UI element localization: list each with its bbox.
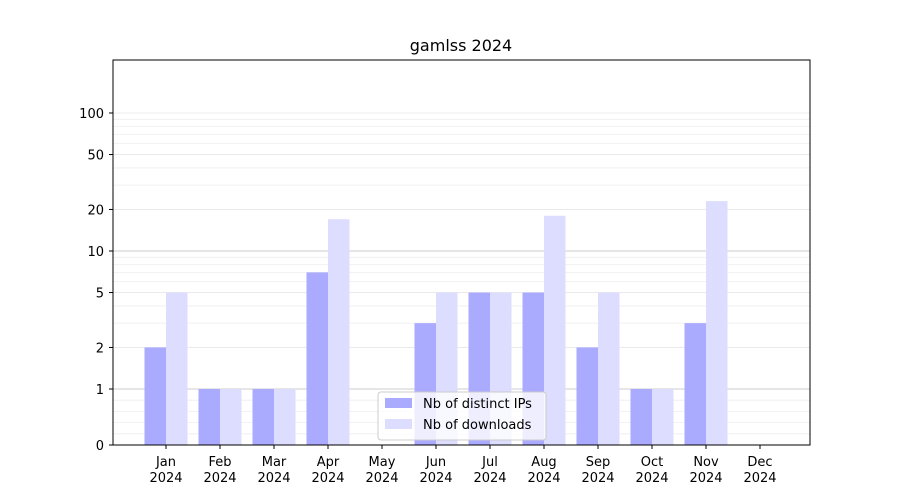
bar-downloads xyxy=(706,201,728,445)
y-tick-label: 20 xyxy=(87,203,104,218)
bar-distinct-ips xyxy=(306,272,328,445)
x-tick-label-year: 2024 xyxy=(689,471,722,486)
bar-distinct-ips xyxy=(144,347,166,445)
bar-downloads xyxy=(220,389,242,445)
x-tick-label-year: 2024 xyxy=(311,471,344,486)
x-tick-label-year: 2024 xyxy=(527,471,560,486)
plot-frame xyxy=(112,59,811,446)
y-tick-label: 50 xyxy=(87,149,104,164)
x-tick-label-year: 2024 xyxy=(203,471,236,486)
x-tick-label-year: 2024 xyxy=(257,471,290,486)
x-tick-label-year: 2024 xyxy=(581,471,614,486)
y-tick-label: 10 xyxy=(87,245,104,260)
bar-distinct-ips xyxy=(252,389,274,445)
chart-title: gamlss 2024 xyxy=(410,36,512,55)
x-tick-label-month: Jul xyxy=(481,455,498,470)
legend-label-distinct-ips: Nb of distinct IPs xyxy=(423,397,532,412)
bar-distinct-ips xyxy=(684,323,706,445)
x-tick-label-month: Jun xyxy=(425,455,446,470)
x-tick-label-month: Nov xyxy=(693,455,719,470)
x-tick-label-year: 2024 xyxy=(149,471,182,486)
y-tick-label: 1 xyxy=(96,383,104,398)
x-tick-label-month: Apr xyxy=(317,455,340,470)
bar-downloads xyxy=(544,215,566,445)
legend-swatch-distinct-ips xyxy=(385,398,412,408)
bar-distinct-ips xyxy=(630,389,652,445)
bar-downloads xyxy=(166,292,188,445)
bar-downloads xyxy=(274,389,296,445)
x-tick-label-month: Aug xyxy=(531,455,556,470)
x-tick-label-month: Dec xyxy=(747,455,772,470)
y-tick-label: 2 xyxy=(96,341,104,356)
x-tick-label-month: Oct xyxy=(641,455,663,470)
legend-label-downloads: Nb of downloads xyxy=(423,418,532,433)
x-tick-label-month: Jan xyxy=(155,455,176,470)
x-tick-label-month: Feb xyxy=(208,455,231,470)
grid-layer xyxy=(113,112,810,446)
legend[interactable]: Nb of distinct IPs Nb of downloads xyxy=(377,391,547,441)
y-tick-label: 100 xyxy=(79,107,104,122)
bar-downloads xyxy=(598,292,620,445)
x-tick-label-year: 2024 xyxy=(635,471,668,486)
x-tick-label-year: 2024 xyxy=(419,471,452,486)
bar-downloads xyxy=(328,219,350,445)
axis-layer: 0125102050100Jan2024Feb2024Mar2024Apr202… xyxy=(79,107,776,486)
x-tick-label-year: 2024 xyxy=(365,471,398,486)
bar-downloads xyxy=(652,389,674,445)
bar-distinct-ips xyxy=(198,389,220,445)
legend-swatch-downloads xyxy=(385,419,412,429)
x-tick-label-month: Mar xyxy=(262,455,287,470)
y-tick-label: 5 xyxy=(96,287,104,302)
x-tick-label-year: 2024 xyxy=(473,471,506,486)
legend-box xyxy=(377,391,547,441)
y-tick-label: 0 xyxy=(96,439,104,454)
x-tick-label-month: Sep xyxy=(586,455,611,470)
x-tick-label-year: 2024 xyxy=(743,471,776,486)
bar-distinct-ips xyxy=(576,347,598,445)
x-tick-label-month: May xyxy=(369,455,396,470)
